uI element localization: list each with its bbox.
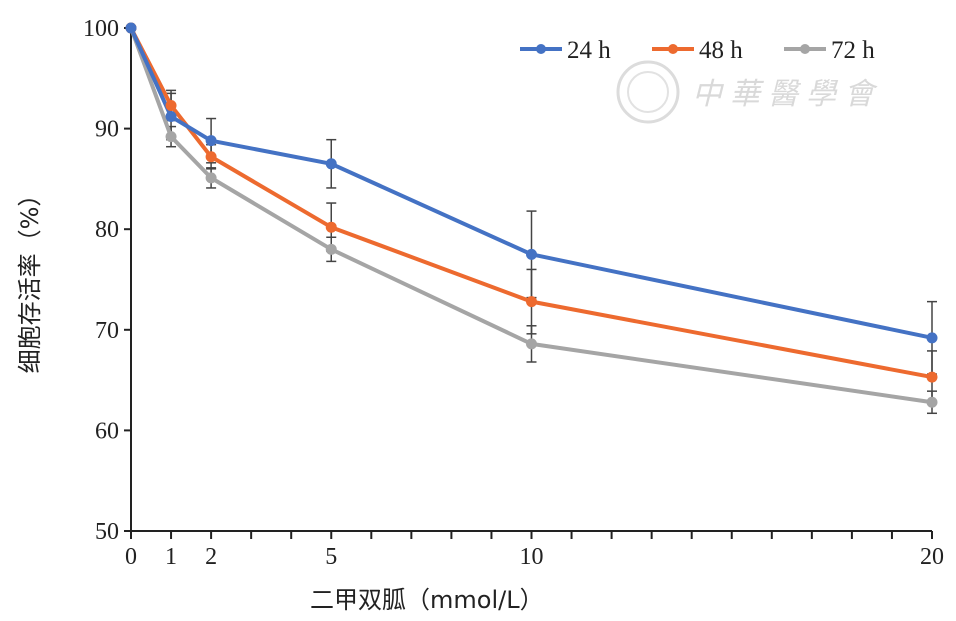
y-tick-label: 60: [95, 418, 119, 444]
x-tick-label: 20: [920, 544, 944, 570]
series-line-2: [129, 27, 933, 405]
legend-label-48h: 48 h: [699, 37, 743, 64]
x-tick-label: 1: [165, 544, 177, 570]
x-tick-label: 2: [205, 544, 217, 570]
legend: 24 h 48 h 72 h: [520, 37, 875, 64]
data-point-0-5: [926, 332, 938, 344]
x-tick-label: 0: [125, 544, 137, 570]
series-points: [125, 22, 938, 408]
data-point-2-1: [165, 131, 177, 143]
y-ticks: 50 60 70 80 90 100: [83, 16, 131, 545]
watermark-seal-inner: [627, 71, 669, 113]
y-tick-label: 70: [95, 318, 119, 344]
data-point-1-5: [926, 371, 938, 383]
watermark: 中華醫學會: [616, 60, 882, 124]
legend-marker-48h: [668, 44, 678, 54]
series-line-0: [129, 27, 933, 340]
y-tick-label: 50: [95, 519, 119, 545]
x-tick-label: 5: [325, 544, 337, 570]
legend-label-72h: 72 h: [831, 37, 875, 64]
legend-item-48h: 48 h: [652, 37, 743, 64]
data-point-0-0: [125, 22, 137, 34]
x-axis-label: 二甲双胍（mmol/L）: [310, 586, 544, 614]
data-point-0-1: [165, 111, 177, 123]
series-line-1: [129, 27, 933, 380]
data-point-1-4: [526, 296, 537, 308]
data-point-2-5: [926, 396, 938, 408]
legend-marker-72h: [800, 44, 810, 54]
legend-label-24h: 24 h: [567, 37, 611, 64]
data-point-0-2: [205, 135, 217, 147]
y-axis-label: 细胞存活率（%）: [16, 183, 44, 374]
y-tick-label: 100: [83, 16, 119, 42]
y-tick-label: 80: [95, 217, 119, 243]
x-tick-label: 10: [520, 544, 544, 570]
y-tick-label: 90: [95, 117, 119, 143]
legend-item-24h: 24 h: [520, 37, 611, 64]
data-point-2-2: [205, 172, 217, 184]
watermark-seal-icon: [616, 60, 680, 124]
data-point-1-1: [165, 99, 177, 111]
legend-item-72h: 72 h: [784, 37, 875, 64]
data-point-2-4: [526, 338, 537, 350]
data-point-2-3: [325, 243, 337, 255]
data-point-0-4: [526, 248, 537, 260]
data-point-0-3: [325, 158, 337, 170]
data-point-1-2: [205, 151, 217, 163]
error-bars: [166, 89, 937, 415]
data-point-1-3: [325, 221, 337, 233]
x-ticks: 0 1 2 5 10 20: [125, 531, 944, 570]
series-lines: [129, 27, 933, 405]
legend-marker-24h: [536, 44, 546, 54]
watermark-text: 中華醫學會: [692, 77, 882, 112]
